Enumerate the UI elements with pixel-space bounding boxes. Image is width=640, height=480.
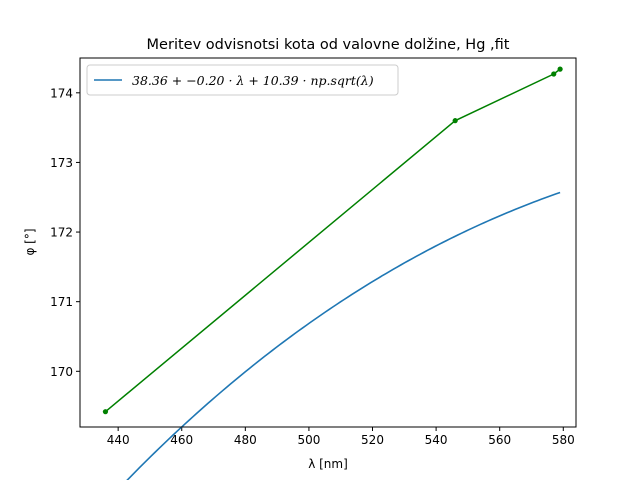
x-tick-label: 480: [234, 433, 257, 447]
x-tick-label: 500: [297, 433, 320, 447]
y-tick-label: 170: [50, 365, 73, 379]
y-tick-label: 174: [50, 86, 73, 100]
x-tick-label: 580: [552, 433, 575, 447]
x-tick-label: 560: [488, 433, 511, 447]
data-point: [551, 71, 557, 77]
y-tick-label: 173: [50, 156, 73, 170]
data-point: [102, 409, 109, 415]
data-line: [104, 68, 561, 413]
y-tick-label: 172: [50, 226, 73, 240]
legend-box: [86, 64, 399, 96]
data-point: [452, 118, 458, 124]
legend-label: 38.36 + −0.20 · λ + 10.39 · np.sqrt(λ): [132, 73, 374, 88]
y-axis-ticks: 170 171 172 173 174: [50, 86, 80, 379]
plot-frame: [79, 57, 577, 428]
data-point: [557, 66, 563, 72]
plot-background: [80, 58, 576, 427]
y-axis-label: φ [°]: [23, 228, 37, 255]
x-tick-label: 460: [170, 433, 193, 447]
plot-area: [80, 58, 576, 427]
legend: 38.36 + −0.20 · λ + 10.39 · np.sqrt(λ): [86, 64, 399, 96]
x-axis-ticks: 440 460 480 500 520 540 560 580: [107, 427, 575, 447]
x-tick-label: 520: [361, 433, 384, 447]
chart-title: Meritev odvisnotsi kota od valovne dolži…: [147, 37, 510, 53]
y-tick-label: 171: [50, 295, 73, 309]
x-tick-label: 540: [425, 433, 448, 447]
x-axis-label: λ [nm]: [308, 457, 348, 471]
x-tick-label: 440: [107, 433, 130, 447]
